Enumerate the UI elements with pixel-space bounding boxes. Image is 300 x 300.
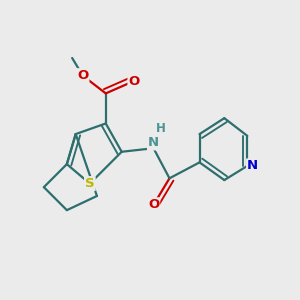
Text: N: N [148,136,159,149]
Text: O: O [148,198,159,211]
Text: S: S [85,177,95,190]
Text: H: H [156,122,166,135]
Text: O: O [128,74,140,88]
Text: N: N [247,159,258,172]
Text: O: O [77,69,88,82]
